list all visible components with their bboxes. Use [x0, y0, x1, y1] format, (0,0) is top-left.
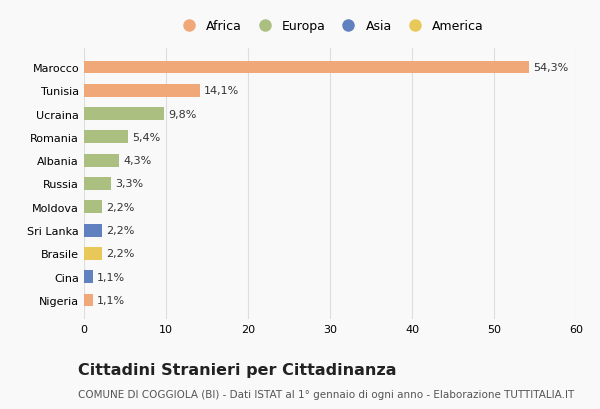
Bar — [84, 131, 128, 144]
Bar — [84, 201, 102, 214]
Bar — [84, 108, 164, 121]
Text: 4,3%: 4,3% — [124, 156, 152, 166]
Text: 2,2%: 2,2% — [106, 249, 134, 259]
Text: 14,1%: 14,1% — [204, 86, 239, 96]
Bar — [84, 294, 93, 307]
Text: 1,1%: 1,1% — [97, 295, 125, 306]
Text: Cittadini Stranieri per Cittadinanza: Cittadini Stranieri per Cittadinanza — [78, 362, 397, 377]
Text: 9,8%: 9,8% — [169, 109, 197, 119]
Text: 2,2%: 2,2% — [106, 202, 134, 212]
Text: 1,1%: 1,1% — [97, 272, 125, 282]
Bar — [84, 178, 111, 191]
Legend: Africa, Europa, Asia, America: Africa, Europa, Asia, America — [173, 18, 487, 36]
Bar — [84, 224, 102, 237]
Text: 5,4%: 5,4% — [133, 133, 161, 142]
Text: COMUNE DI COGGIOLA (BI) - Dati ISTAT al 1° gennaio di ogni anno - Elaborazione T: COMUNE DI COGGIOLA (BI) - Dati ISTAT al … — [78, 389, 574, 399]
Bar — [84, 61, 529, 74]
Bar — [84, 271, 93, 283]
Bar — [84, 247, 102, 260]
Bar — [84, 85, 200, 97]
Text: 54,3%: 54,3% — [533, 63, 569, 73]
Bar — [84, 154, 119, 167]
Text: 2,2%: 2,2% — [106, 226, 134, 236]
Text: 3,3%: 3,3% — [115, 179, 143, 189]
